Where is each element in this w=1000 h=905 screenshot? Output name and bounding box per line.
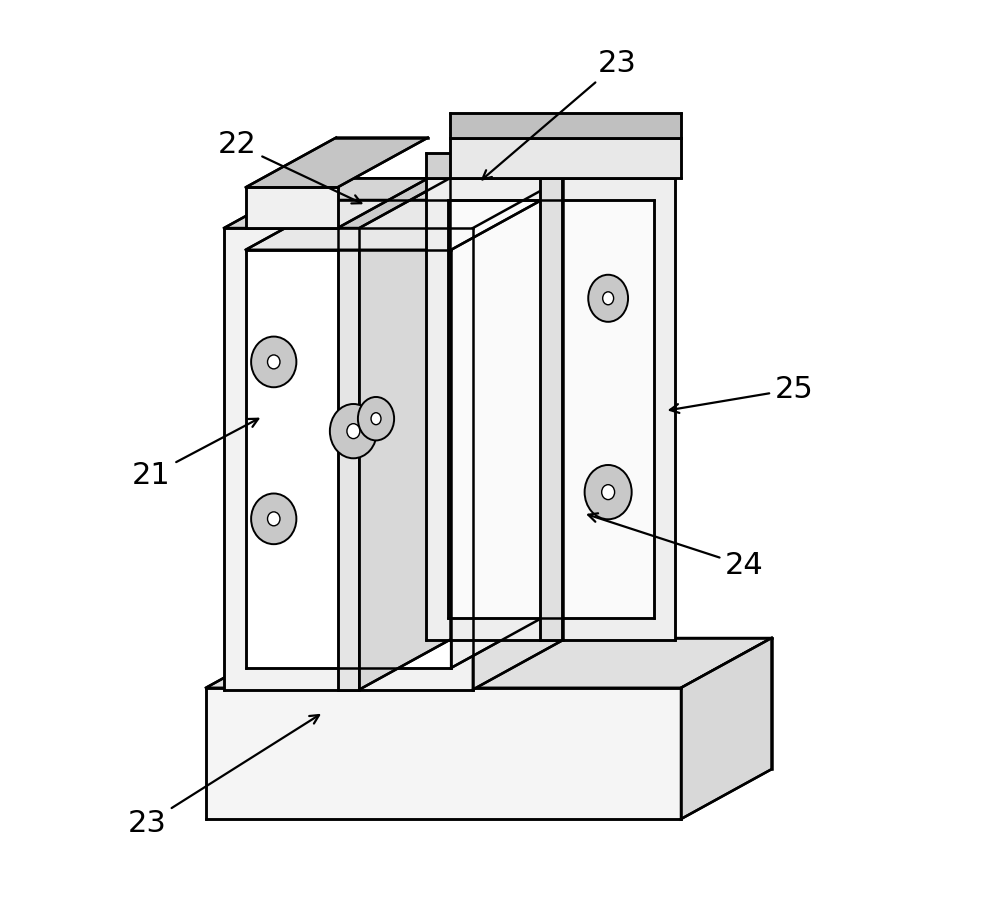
Text: 22: 22 <box>218 130 361 204</box>
Polygon shape <box>246 200 542 250</box>
Polygon shape <box>338 178 450 228</box>
Text: 24: 24 <box>588 513 764 580</box>
Ellipse shape <box>347 424 360 439</box>
Polygon shape <box>359 178 450 690</box>
Polygon shape <box>473 178 563 690</box>
Polygon shape <box>246 250 451 668</box>
Polygon shape <box>450 112 681 138</box>
Polygon shape <box>681 638 772 819</box>
Polygon shape <box>426 178 675 640</box>
Ellipse shape <box>371 413 381 424</box>
Polygon shape <box>246 138 428 187</box>
Polygon shape <box>206 688 681 819</box>
Polygon shape <box>540 178 562 640</box>
Ellipse shape <box>251 337 296 387</box>
Ellipse shape <box>603 291 614 305</box>
Text: 23: 23 <box>482 49 637 179</box>
Text: 25: 25 <box>670 375 814 413</box>
Polygon shape <box>426 154 675 178</box>
Text: 21: 21 <box>132 419 258 490</box>
Polygon shape <box>448 200 654 618</box>
Polygon shape <box>246 187 338 228</box>
Polygon shape <box>206 638 772 688</box>
Polygon shape <box>224 228 473 690</box>
Ellipse shape <box>602 485 615 500</box>
Polygon shape <box>450 138 681 178</box>
Ellipse shape <box>268 512 280 526</box>
Ellipse shape <box>251 493 296 544</box>
Ellipse shape <box>358 397 394 441</box>
Ellipse shape <box>585 465 632 519</box>
Polygon shape <box>338 228 359 690</box>
Ellipse shape <box>588 275 628 322</box>
Polygon shape <box>224 178 563 228</box>
Polygon shape <box>451 200 542 668</box>
Text: 23: 23 <box>128 715 319 838</box>
Ellipse shape <box>268 355 280 369</box>
Ellipse shape <box>330 404 377 458</box>
